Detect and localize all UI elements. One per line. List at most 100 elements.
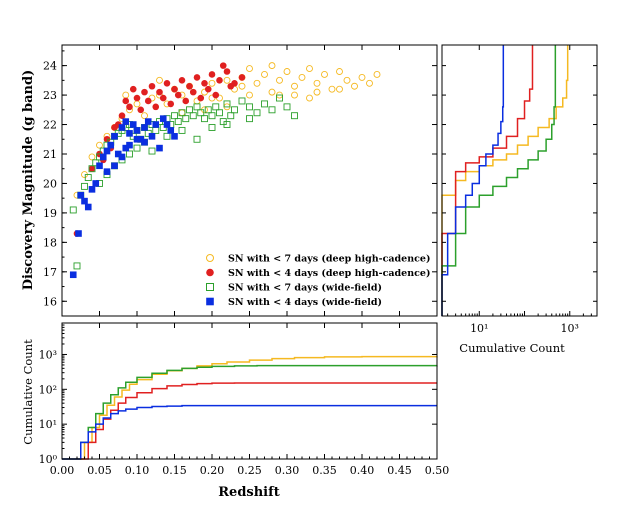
scatter-point-s0-50 bbox=[156, 76, 163, 84]
bottom-x-tick-label: 0.20 bbox=[200, 464, 225, 477]
legend-marker-0 bbox=[206, 254, 214, 262]
scatter-point-s1-28 bbox=[167, 100, 175, 108]
scatter-point-s3-20 bbox=[144, 118, 152, 125]
bottom-x-tick-label: 0.35 bbox=[312, 464, 337, 477]
scatter-point-s3-5 bbox=[88, 186, 96, 193]
legend-marker-3 bbox=[206, 297, 214, 306]
scatter-point-s1-24 bbox=[137, 106, 145, 114]
scatter-point-s2-63 bbox=[208, 124, 216, 131]
bottom-x-tick-label: 0.05 bbox=[87, 464, 112, 477]
scatter-point-s0-54 bbox=[306, 94, 313, 102]
right-step-line-2 bbox=[441, 45, 557, 316]
scatter-point-s0-52 bbox=[238, 82, 246, 90]
scatter-point-s1-23 bbox=[129, 85, 137, 93]
scatter-point-s0-28 bbox=[351, 82, 358, 90]
legend-marker-2 bbox=[206, 283, 214, 291]
scatter-point-s0-35 bbox=[313, 88, 321, 96]
scatter-point-s2-0 bbox=[69, 206, 77, 214]
scatter-point-s3-24 bbox=[159, 115, 167, 122]
scatter-point-s0-39 bbox=[178, 109, 186, 117]
scatter-point-s2-39 bbox=[216, 109, 223, 117]
scatter-point-s3-13 bbox=[118, 124, 126, 131]
main-y-tick-label: 24 bbox=[43, 60, 57, 73]
main-y-axis-label: Discovery Magnitude (g band) bbox=[21, 70, 36, 290]
scatter-point-s2-49 bbox=[276, 94, 283, 102]
scatter-point-s0-17 bbox=[268, 88, 276, 96]
bottom-x-tick-label: 0.30 bbox=[275, 464, 300, 477]
scatter-point-s3-30 bbox=[118, 153, 126, 161]
scatter-point-s2-65 bbox=[246, 115, 253, 123]
scatter-point-s2-35 bbox=[201, 115, 208, 123]
scatter-point-s1-10 bbox=[156, 88, 163, 96]
scatter-point-s3-2 bbox=[77, 191, 85, 199]
scatter-point-s1-7 bbox=[133, 94, 141, 102]
scatter-point-s1-27 bbox=[159, 94, 167, 102]
scatter-point-s2-3 bbox=[81, 182, 88, 190]
scatter-point-s0-49 bbox=[122, 91, 130, 99]
scatter-point-s1-34 bbox=[212, 91, 220, 99]
scatter-point-s0-19 bbox=[283, 68, 291, 75]
scatter-point-s2-4 bbox=[84, 174, 92, 182]
scatter-point-s1-8 bbox=[141, 88, 148, 96]
bottom-step-line-2 bbox=[62, 364, 438, 460]
scatter-point-s2-38 bbox=[212, 103, 220, 111]
scatter-point-s3-23 bbox=[156, 144, 163, 152]
bottom-y-tick-label: 10³ bbox=[39, 348, 57, 361]
scatter-point-s3-1 bbox=[75, 230, 82, 237]
main-y-tick-label: 17 bbox=[43, 266, 57, 279]
scatter-point-s0-43 bbox=[96, 141, 103, 149]
scatter-point-s0-42 bbox=[88, 153, 96, 161]
scatter-point-s2-55 bbox=[133, 144, 141, 152]
scatter-point-s0-31 bbox=[373, 71, 381, 78]
scatter-point-s3-29 bbox=[111, 162, 118, 170]
bottom-x-tick-label: 0.45 bbox=[387, 464, 412, 477]
scatter-point-s0-20 bbox=[291, 82, 298, 90]
scatter-point-s2-44 bbox=[238, 97, 246, 105]
scatter-point-s2-46 bbox=[253, 109, 261, 117]
bottom-step-line-1 bbox=[62, 382, 437, 460]
scatter-point-s2-32 bbox=[189, 112, 197, 120]
scatter-point-s2-61 bbox=[178, 126, 186, 134]
scatter-point-s2-27 bbox=[171, 112, 178, 120]
scatter-point-s3-12 bbox=[114, 150, 122, 158]
scatter-point-s3-32 bbox=[133, 135, 141, 143]
scatter-point-s3-6 bbox=[92, 180, 100, 187]
scatter-point-s1-21 bbox=[238, 74, 246, 81]
scatter-point-s2-28 bbox=[174, 118, 182, 126]
scatter-point-s3-19 bbox=[141, 124, 148, 131]
bottom-x-tick-label: 0.10 bbox=[125, 464, 150, 477]
scatter-point-s1-33 bbox=[204, 85, 212, 93]
right-step-line-1 bbox=[441, 45, 534, 316]
scatter-point-s1-16 bbox=[201, 79, 208, 87]
scatter-point-s3-0 bbox=[69, 271, 77, 279]
scatter-point-s0-30 bbox=[366, 79, 373, 87]
scatter-point-s0-48 bbox=[133, 100, 141, 108]
scatter-point-s2-1 bbox=[73, 262, 81, 270]
scatter-point-s3-14 bbox=[122, 118, 130, 125]
scatter-point-s2-43 bbox=[231, 106, 238, 114]
bottom-step-line-3 bbox=[62, 404, 437, 460]
scatter-point-s2-45 bbox=[246, 103, 253, 111]
scatter-point-s1-15 bbox=[193, 74, 201, 81]
scatter-point-s2-33 bbox=[193, 103, 201, 111]
scatter-point-s3-21 bbox=[148, 133, 156, 140]
legend-label-2: SN with < 7 days (wide-field) bbox=[228, 283, 382, 294]
scatter-point-s0-16 bbox=[261, 71, 268, 78]
scatter-point-s3-7 bbox=[96, 162, 103, 170]
scatter-point-s1-17 bbox=[208, 71, 216, 78]
bottom-y-tick-label: 10⁰ bbox=[39, 453, 58, 466]
scatter-point-s0-15 bbox=[253, 79, 261, 87]
scatter-point-s1-3 bbox=[103, 135, 111, 143]
right-x-tick-label: 10¹ bbox=[470, 322, 488, 335]
scatter-point-s1-26 bbox=[152, 103, 160, 111]
scatter-point-s0-34 bbox=[291, 91, 298, 99]
scatter-point-s1-18 bbox=[216, 77, 223, 84]
scatter-point-s0-27 bbox=[343, 76, 351, 84]
main-y-tick-label: 20 bbox=[43, 177, 57, 190]
scatter-point-s0-22 bbox=[306, 65, 313, 73]
right-step-line-0 bbox=[441, 45, 569, 316]
right-axes-frame bbox=[441, 44, 598, 317]
scatter-point-s1-35 bbox=[219, 62, 227, 69]
scatter-point-s1-9 bbox=[148, 82, 156, 90]
